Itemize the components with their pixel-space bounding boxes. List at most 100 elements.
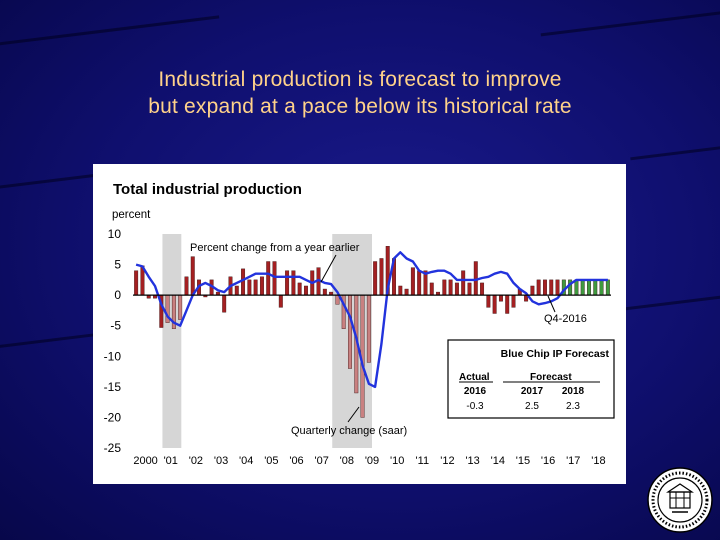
y-tick-label: 10 (108, 227, 122, 241)
bar (417, 270, 422, 296)
x-tick-label: '06 (289, 455, 303, 467)
y-axis-label: percent (112, 209, 151, 221)
bar (366, 294, 371, 363)
x-tick-label: '07 (315, 455, 329, 467)
bar (379, 258, 384, 296)
bar (222, 294, 227, 313)
bar (259, 276, 264, 296)
x-tick-label: '10 (390, 455, 404, 467)
chart-canvas: 10 5 0 -5 -10 -15 -20 -25 2000 '01 '02 '03 '04 '05 '06… (104, 181, 615, 467)
recession-shade (332, 234, 372, 448)
x-tick-label: '09 (365, 455, 379, 467)
bar (542, 279, 547, 296)
bar (480, 282, 485, 296)
x-tick-label: '12 (440, 455, 454, 467)
bar (461, 270, 466, 296)
y-tick-label: -5 (110, 319, 121, 333)
line-annotation-leader (320, 254, 337, 283)
bar (404, 288, 409, 296)
x-tick-label: '11 (416, 455, 430, 467)
x-tick-label: '03 (214, 455, 228, 467)
bar (134, 270, 139, 296)
forecast-box: Blue Chip IP Forecast Actual Forecast 20… (447, 339, 615, 419)
background-streak (540, 6, 720, 37)
bar (536, 279, 541, 296)
slide-title: Industrial production is forecast to imp… (40, 66, 680, 120)
bar (467, 282, 472, 296)
x-tick-label: '08 (340, 455, 354, 467)
forecast-header: Forecast (530, 372, 572, 383)
x-tick-label: '15 (516, 455, 530, 467)
background-streak (0, 15, 220, 48)
y-tick-label: 0 (114, 288, 121, 302)
bar (373, 261, 378, 296)
x-tick-label: '01 (164, 455, 178, 467)
actual-year: 2016 (464, 386, 487, 397)
bar-series-annotation: Quarterly change (saar) (291, 425, 407, 437)
bar (348, 294, 352, 369)
bar (241, 268, 246, 296)
bar (486, 294, 491, 308)
forecast-value-1: 2.5 (525, 401, 539, 412)
recession-shade (162, 234, 182, 448)
forecast-box-title: Blue Chip IP Forecast (501, 348, 610, 360)
bar (429, 282, 434, 296)
y-tick-label: -20 (104, 410, 122, 424)
bar (498, 294, 503, 302)
y-tick-label: -15 (104, 380, 122, 394)
x-tick-label: '04 (239, 455, 253, 467)
slide-title-line-2: but expand at a pace below its historica… (148, 95, 572, 118)
bar (190, 256, 195, 296)
bar (253, 279, 258, 296)
bar (303, 285, 308, 296)
bar (291, 270, 296, 296)
bar (511, 294, 516, 308)
bar (454, 282, 459, 296)
line-series-annotation: Percent change from a year earlier (190, 242, 360, 254)
bar (492, 294, 497, 314)
y-tick-label: -10 (104, 349, 122, 363)
institution-seal-icon (647, 467, 713, 533)
bar (278, 294, 283, 308)
x-tick-label: '18 (591, 455, 605, 467)
forecast-year-2: 2018 (562, 386, 585, 397)
bar (297, 282, 302, 296)
bar (549, 279, 554, 296)
forecast-box-border (447, 339, 615, 419)
bar (272, 261, 277, 296)
bar (247, 279, 252, 296)
slide-title-line-1: Industrial production is forecast to imp… (158, 68, 562, 91)
last-actual-leader (547, 295, 556, 313)
x-tick-label: '14 (491, 455, 505, 467)
background-streak (0, 332, 100, 351)
actual-value: -0.3 (466, 401, 484, 412)
bar (322, 288, 327, 296)
background-streak (630, 142, 720, 161)
chart-title: Total industrial production (113, 181, 302, 198)
background-streak (620, 292, 720, 311)
bar (442, 279, 447, 296)
x-tick-label: '13 (465, 455, 479, 467)
bar (555, 279, 560, 296)
bar-annotation-leader (347, 406, 360, 423)
x-tick-label: '17 (566, 455, 580, 467)
bar (587, 279, 591, 296)
bar (285, 270, 290, 296)
forecast-year-1: 2017 (521, 386, 544, 397)
chart-panel: 10 5 0 -5 -10 -15 -20 -25 2000 '01 '02 '03 '04 '05 '06… (93, 164, 626, 484)
bar (505, 294, 510, 314)
bar (530, 285, 535, 296)
bar (184, 276, 189, 296)
x-tick-label: '16 (541, 455, 555, 467)
x-tick-label: '05 (264, 455, 278, 467)
line-series (135, 251, 608, 389)
y-tick-label: 5 (114, 258, 121, 272)
actual-header: Actual (459, 372, 490, 383)
forecast-value-2: 2.3 (566, 401, 580, 412)
x-tick-label: 2000 (133, 455, 157, 467)
y-tick-label: -25 (104, 441, 122, 455)
bar (266, 261, 271, 296)
bar (398, 285, 403, 296)
last-actual-annotation: Q4-2016 (544, 313, 587, 325)
bar (593, 279, 598, 296)
